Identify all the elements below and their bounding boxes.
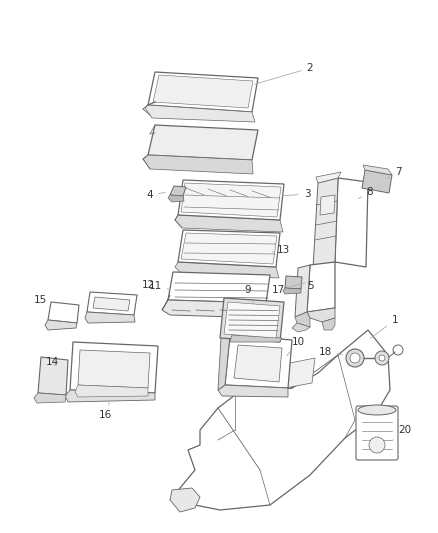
Polygon shape: [285, 358, 315, 388]
Polygon shape: [313, 178, 338, 268]
Text: 14: 14: [46, 357, 59, 367]
Polygon shape: [178, 230, 280, 267]
Text: 8: 8: [358, 187, 373, 199]
Ellipse shape: [358, 405, 396, 415]
Circle shape: [350, 353, 360, 363]
Circle shape: [346, 349, 364, 367]
Polygon shape: [224, 302, 280, 338]
Polygon shape: [363, 165, 392, 175]
Text: 10: 10: [287, 337, 304, 356]
Polygon shape: [38, 357, 68, 395]
Polygon shape: [162, 300, 268, 318]
Text: 16: 16: [99, 402, 112, 420]
Polygon shape: [85, 312, 135, 323]
Polygon shape: [148, 125, 258, 160]
Polygon shape: [168, 195, 184, 202]
Polygon shape: [181, 233, 277, 264]
Polygon shape: [48, 302, 79, 323]
Polygon shape: [295, 265, 310, 317]
Polygon shape: [93, 297, 130, 311]
Polygon shape: [225, 335, 292, 388]
Polygon shape: [218, 385, 288, 397]
Text: 3: 3: [283, 189, 310, 199]
Circle shape: [379, 355, 385, 361]
Polygon shape: [307, 262, 335, 312]
Polygon shape: [143, 155, 253, 174]
Polygon shape: [362, 170, 392, 193]
Polygon shape: [87, 292, 137, 315]
Circle shape: [375, 351, 389, 365]
Polygon shape: [65, 390, 155, 402]
Polygon shape: [70, 342, 158, 393]
Text: 9: 9: [245, 285, 254, 303]
Polygon shape: [170, 186, 186, 196]
Polygon shape: [335, 178, 368, 267]
Polygon shape: [283, 288, 301, 294]
Polygon shape: [175, 215, 283, 232]
Polygon shape: [320, 195, 335, 215]
Polygon shape: [295, 312, 310, 327]
Polygon shape: [45, 320, 77, 330]
Polygon shape: [322, 318, 335, 330]
Polygon shape: [78, 350, 150, 388]
Polygon shape: [153, 75, 253, 108]
Text: 13: 13: [272, 245, 290, 255]
Polygon shape: [234, 345, 282, 382]
Polygon shape: [218, 335, 230, 390]
Polygon shape: [181, 183, 281, 217]
Text: 4: 4: [147, 190, 165, 200]
Polygon shape: [75, 385, 148, 397]
Polygon shape: [170, 488, 200, 512]
Text: 12: 12: [137, 280, 155, 296]
Polygon shape: [162, 295, 170, 310]
Text: 18: 18: [318, 347, 342, 357]
Text: 11: 11: [148, 281, 170, 291]
Polygon shape: [148, 72, 258, 112]
Polygon shape: [145, 105, 255, 122]
Text: 1: 1: [370, 315, 398, 338]
Circle shape: [369, 437, 385, 453]
Text: 5: 5: [300, 281, 313, 291]
Text: 7: 7: [388, 167, 401, 178]
Text: 17: 17: [272, 282, 305, 295]
Polygon shape: [230, 335, 282, 342]
Polygon shape: [170, 330, 390, 510]
Polygon shape: [175, 262, 279, 278]
Polygon shape: [292, 323, 310, 332]
Polygon shape: [220, 298, 284, 342]
Text: 15: 15: [33, 295, 50, 307]
Polygon shape: [168, 272, 270, 303]
Polygon shape: [178, 180, 284, 220]
Polygon shape: [307, 308, 335, 322]
FancyBboxPatch shape: [356, 406, 398, 460]
Polygon shape: [34, 393, 66, 403]
Polygon shape: [316, 172, 341, 183]
Text: 2: 2: [254, 63, 313, 84]
Polygon shape: [285, 276, 302, 289]
Text: 20: 20: [393, 425, 412, 440]
